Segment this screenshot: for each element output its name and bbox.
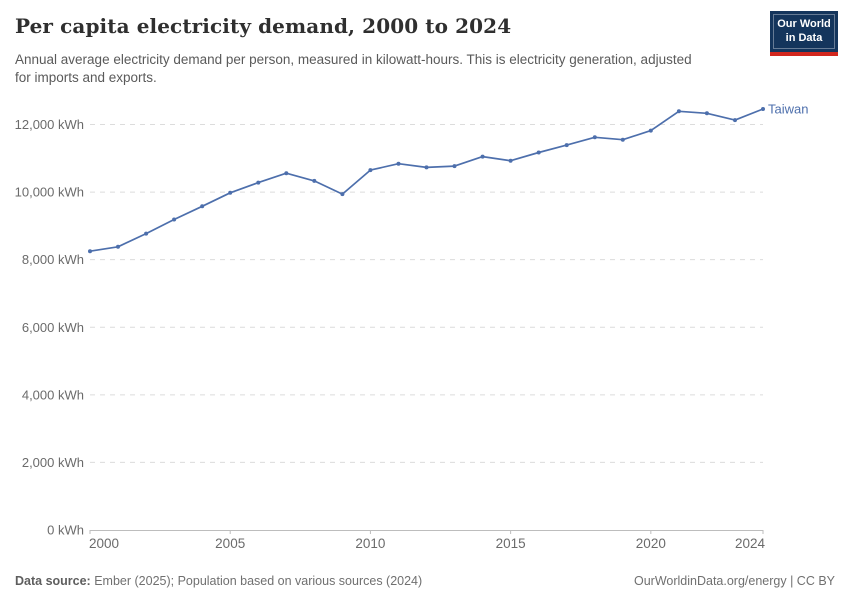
- page-title: Per capita electricity demand, 2000 to 2…: [15, 14, 512, 38]
- data-source-note: Data source: Ember (2025); Population ba…: [15, 574, 422, 588]
- data-point-2016: [536, 150, 541, 155]
- data-point-2024: [761, 107, 765, 111]
- data-point-2000: [88, 249, 92, 254]
- data-point-2020: [648, 128, 653, 133]
- data-point-2018: [592, 135, 597, 140]
- data-source-label: Data source:: [15, 574, 91, 588]
- data-point-2011: [396, 161, 401, 166]
- data-point-2017: [564, 143, 569, 148]
- data-point-2013: [452, 164, 457, 169]
- data-point-2005: [228, 190, 233, 195]
- series-label-taiwan[interactable]: Taiwan: [768, 101, 808, 116]
- chart-subtitle: Annual average electricity demand per pe…: [15, 52, 692, 85]
- x-axis-label: 2015: [496, 536, 526, 551]
- data-point-2002: [144, 231, 149, 236]
- data-point-2004: [200, 204, 205, 209]
- line-series-taiwan: [89, 108, 764, 253]
- y-axis-label: 8,000 kWh: [22, 252, 84, 267]
- owid-logo-text: Our World in Data: [773, 14, 835, 49]
- x-axis-label: 2020: [636, 536, 666, 551]
- x-axis-label: 2005: [215, 536, 245, 551]
- y-axis-label: 6,000 kWh: [22, 320, 84, 335]
- y-axis-label: 4,000 kWh: [22, 387, 84, 402]
- data-source-text: Ember (2025); Population based on variou…: [90, 574, 423, 588]
- data-point-2021: [676, 109, 681, 114]
- x-axis-label: 2024: [735, 536, 766, 551]
- data-point-2006: [256, 180, 261, 185]
- y-axis-label: 10,000 kWh: [15, 185, 84, 200]
- license-credit-link[interactable]: OurWorldinData.org/energy | CC BY: [633, 574, 835, 588]
- data-point-2010: [368, 168, 373, 173]
- data-point-2022: [704, 111, 709, 116]
- x-axis-label: 2000: [89, 536, 119, 551]
- y-axis-label: 2,000 kWh: [22, 455, 84, 470]
- data-point-2003: [172, 217, 177, 222]
- chart-footer: Data source: Ember (2025); Population ba…: [15, 574, 835, 588]
- data-point-2001: [116, 244, 120, 249]
- data-point-2007: [284, 171, 289, 176]
- owid-logo[interactable]: Our World in Data: [770, 11, 838, 56]
- data-point-2015: [508, 158, 513, 163]
- data-point-2023: [733, 118, 737, 123]
- data-point-2008: [312, 178, 317, 183]
- data-point-2012: [424, 165, 429, 170]
- data-point-2014: [480, 154, 485, 159]
- data-point-2009: [340, 192, 345, 197]
- data-point-2019: [620, 137, 625, 142]
- x-axis-label: 2010: [355, 536, 385, 551]
- y-axis-label: 0 kWh: [47, 523, 84, 538]
- y-axis-label: 12,000 kWh: [15, 117, 84, 132]
